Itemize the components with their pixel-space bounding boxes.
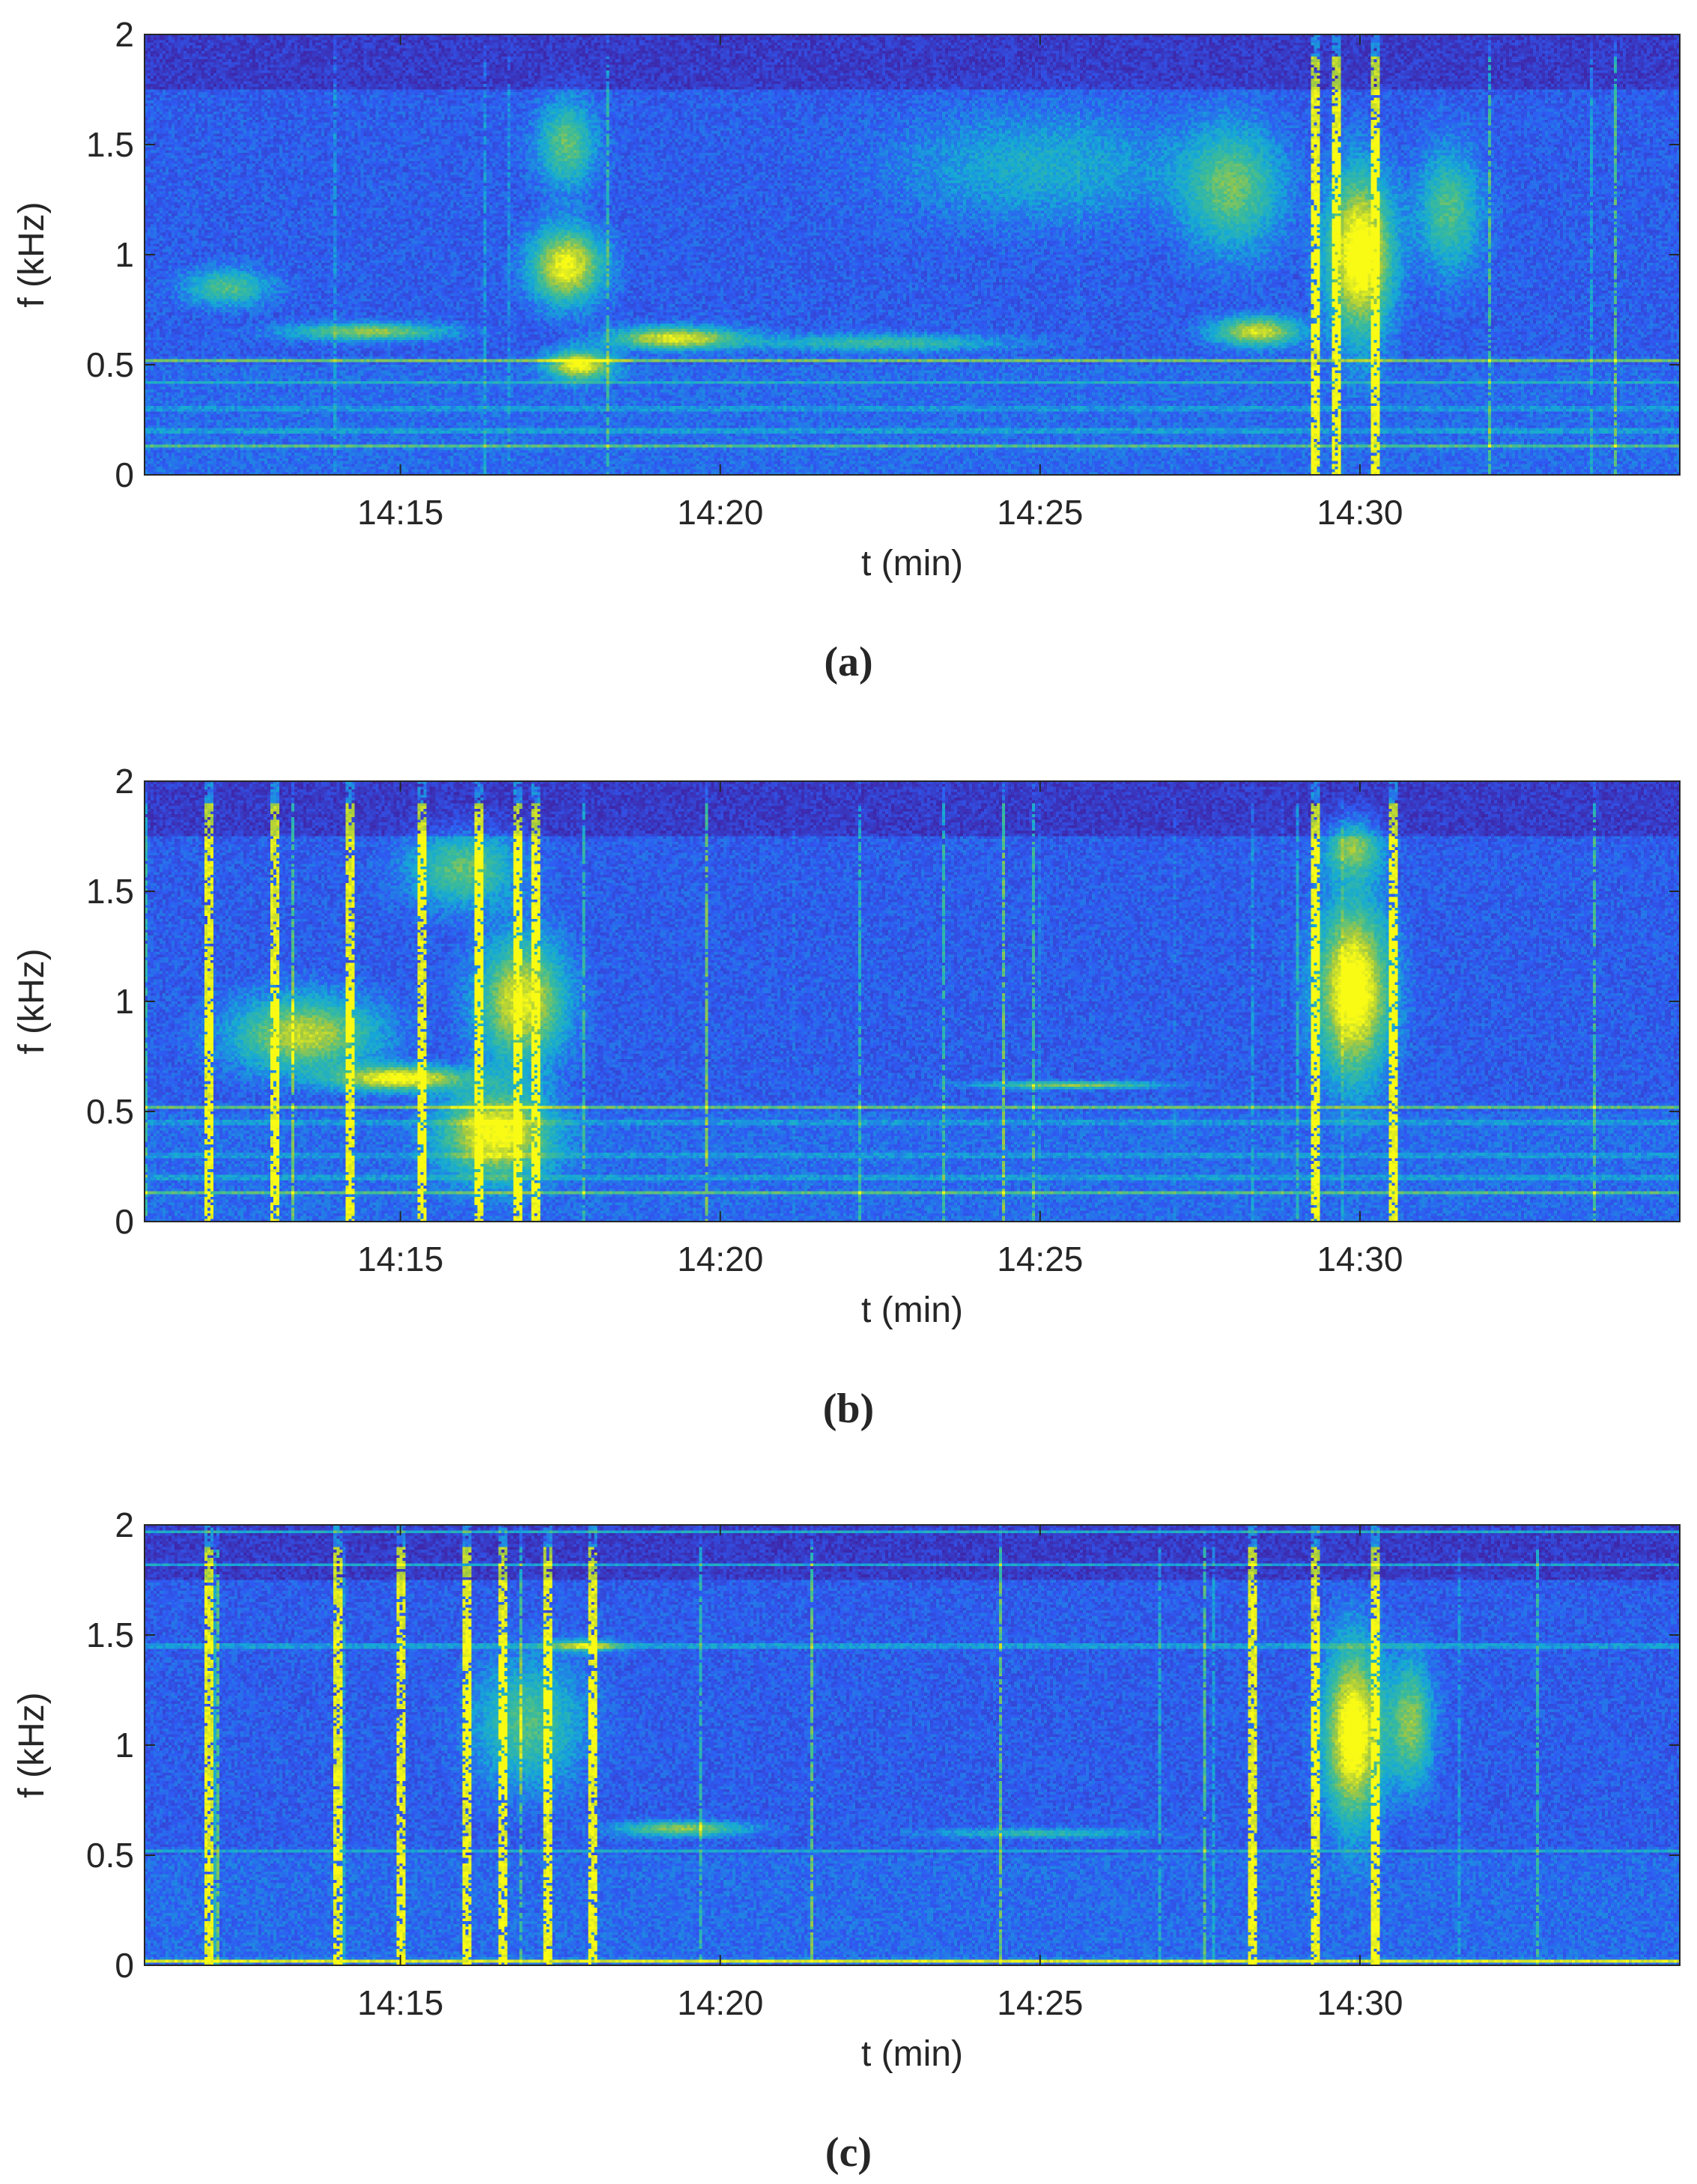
y-tick-label: 1 <box>115 235 134 274</box>
y-tick-label: 1 <box>115 1726 134 1765</box>
x-tick-label: 14:25 <box>997 1983 1083 2022</box>
x-tick-label: 14:20 <box>677 1983 763 2022</box>
x-tick-label: 14:15 <box>357 1983 443 2022</box>
y-tick-label: 0.5 <box>86 345 134 384</box>
y-axis-label: f (kHz) <box>12 1692 52 1798</box>
y-tick-label: 1.5 <box>86 125 134 164</box>
x-axis-label: t (min) <box>861 2034 963 2074</box>
y-tick-label: 2 <box>115 15 134 54</box>
x-tick-label: 14:30 <box>1317 1983 1403 2022</box>
y-tick-label: 1.5 <box>86 872 134 911</box>
spectrogram-heatmap <box>145 781 1680 1222</box>
x-tick-label: 14:20 <box>677 1240 763 1278</box>
y-tick-label: 0.5 <box>86 1092 134 1131</box>
x-axis-label: t (min) <box>861 1290 963 1330</box>
y-axis-label: f (kHz) <box>12 201 52 307</box>
y-tick-label: 1.5 <box>86 1616 134 1654</box>
x-tick-label: 14:15 <box>357 1240 443 1278</box>
spectrogram-panel-1: 14:15 14:20 14:25 14:30 0 0.5 1 1.5 2 t (min) f (k… <box>12 15 1681 685</box>
y-axis-label: f (kHz) <box>12 948 52 1054</box>
y-tick-label: 0.5 <box>86 1836 134 1875</box>
x-tick-label: 14:30 <box>1317 1240 1403 1278</box>
panel-caption: (a) <box>824 639 872 685</box>
panel-caption: (b) <box>823 1386 874 1432</box>
y-tick-label: 0 <box>115 1946 134 1985</box>
x-tick-label: 14:30 <box>1317 493 1403 532</box>
spectrogram-panel-3: 14:15 14:20 14:25 14:30 0 0.5 1 1.5 2 t (min) f (k… <box>12 1505 1681 2176</box>
y-tick-label: 0 <box>115 455 134 494</box>
spectrogram-panel-2: 14:15 14:20 14:25 14:30 0 0.5 1 1.5 2 t (min) f (k… <box>12 762 1681 1432</box>
y-tick-label: 0 <box>115 1202 134 1241</box>
x-axis-label: t (min) <box>861 544 963 583</box>
y-tick-label: 2 <box>115 762 134 801</box>
x-tick-label: 14:20 <box>677 493 763 532</box>
panel-caption: (c) <box>825 2129 872 2176</box>
y-tick-label: 2 <box>115 1505 134 1544</box>
x-tick-label: 14:15 <box>357 493 443 532</box>
spectrogram-heatmap <box>145 34 1680 475</box>
y-tick-label: 1 <box>115 982 134 1021</box>
spectrogram-heatmap <box>145 1525 1680 1965</box>
x-tick-label: 14:25 <box>997 1240 1083 1278</box>
x-tick-label: 14:25 <box>997 493 1083 532</box>
